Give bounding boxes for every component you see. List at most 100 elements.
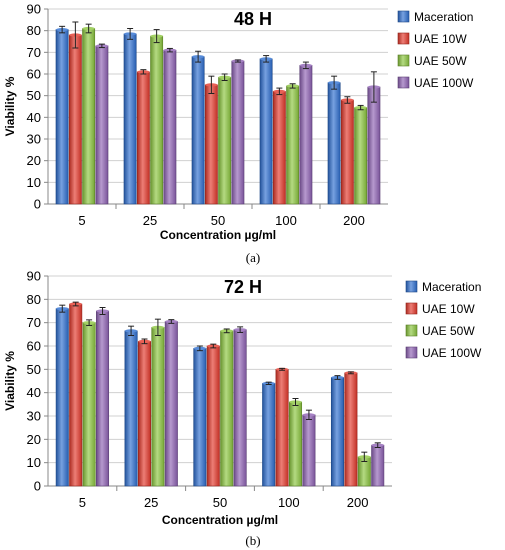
legend-label: Maceration bbox=[414, 10, 473, 24]
y-tick-label: 50 bbox=[27, 362, 41, 377]
bar-maceration bbox=[327, 82, 341, 205]
y-tick-label: 40 bbox=[27, 385, 41, 400]
x-tick-labels: 5 25 50 100 200 bbox=[78, 213, 364, 228]
y-tick-label: 10 bbox=[27, 455, 41, 470]
bar-uae-10w bbox=[68, 34, 82, 205]
y-tick-label: 10 bbox=[27, 175, 41, 190]
bar-uae-10w bbox=[275, 369, 289, 487]
y-tick-label: 50 bbox=[27, 88, 41, 103]
y-tick-label: 0 bbox=[34, 197, 41, 212]
bar-uae-50w bbox=[354, 107, 368, 205]
legend-swatch bbox=[405, 280, 418, 293]
y-tick-label: 40 bbox=[27, 110, 41, 125]
legend-swatch bbox=[405, 302, 418, 315]
legend-swatch bbox=[405, 324, 418, 337]
bar-uae-10w bbox=[272, 91, 286, 205]
y-tick-label: 30 bbox=[27, 409, 41, 424]
bar-uae-100w bbox=[302, 414, 316, 487]
x-tick-label: 25 bbox=[143, 213, 157, 228]
bar-uae-100w bbox=[371, 444, 385, 487]
legend-label: UAE 100W bbox=[422, 346, 482, 360]
x-tick-label: 50 bbox=[213, 495, 227, 510]
bar-uae-50w bbox=[151, 327, 165, 487]
bar-uae-100w bbox=[95, 45, 109, 205]
chart-title: 48 H bbox=[234, 9, 272, 29]
bar-uae-50w bbox=[286, 85, 300, 205]
bar-uae-100w bbox=[299, 65, 313, 205]
y-tick-label: 80 bbox=[27, 23, 41, 38]
error-bars bbox=[59, 301, 381, 462]
bar-uae-50w bbox=[220, 330, 234, 487]
legend-swatch bbox=[397, 32, 410, 45]
error-bars bbox=[59, 21, 377, 111]
y-tick-label: 80 bbox=[27, 292, 41, 307]
legend-label: Maceration bbox=[422, 280, 481, 294]
bars bbox=[55, 302, 385, 487]
y-tick-label: 90 bbox=[27, 269, 41, 284]
y-tick-label: 30 bbox=[27, 132, 41, 147]
y-tick-labels: 0 10 20 30 40 50 60 70 80 90 bbox=[27, 269, 41, 494]
bar-uae-100w bbox=[96, 310, 110, 487]
chart-72h: 0 10 20 30 40 50 60 70 80 90 5 25 50 100 200 72 H Concen… bbox=[3, 269, 482, 549]
x-axis-title: Concentration µg/ml bbox=[162, 513, 278, 527]
x-tick-label: 50 bbox=[211, 213, 225, 228]
bar-uae-50w bbox=[288, 401, 303, 487]
y-tick-labels: 0 10 20 30 40 50 60 70 80 90 bbox=[27, 2, 41, 212]
x-tick-label: 25 bbox=[144, 495, 158, 510]
legend-label: UAE 50W bbox=[422, 324, 475, 338]
legend-label: UAE 100W bbox=[414, 76, 474, 90]
panel-caption: (a) bbox=[246, 250, 260, 265]
bar-uae-10w bbox=[204, 84, 218, 205]
x-tick-label: 5 bbox=[79, 495, 86, 510]
bar-uae-10w bbox=[137, 341, 151, 487]
bar-maceration bbox=[123, 33, 137, 205]
y-axis-title: Viability % bbox=[3, 351, 17, 411]
x-tick-label: 100 bbox=[278, 495, 300, 510]
bar-maceration bbox=[259, 58, 273, 205]
bars bbox=[55, 26, 381, 205]
legend-swatch bbox=[405, 346, 418, 359]
bar-uae-50w bbox=[150, 35, 164, 205]
chart-title: 72 H bbox=[224, 277, 262, 297]
y-tick-label: 60 bbox=[27, 67, 41, 82]
bar-uae-100w bbox=[163, 49, 177, 205]
x-tick-label: 5 bbox=[78, 213, 85, 228]
bar-uae-100w bbox=[164, 321, 178, 487]
bar-uae-10w bbox=[206, 345, 220, 487]
bar-maceration bbox=[124, 330, 138, 487]
bar-maceration bbox=[262, 383, 276, 487]
x-tick-labels: 5 25 50 100 200 bbox=[79, 495, 369, 510]
bar-maceration bbox=[193, 348, 207, 487]
y-tick-label: 90 bbox=[27, 2, 41, 17]
legend: Maceration UAE 10W UAE 50W UAE 100W bbox=[405, 280, 482, 360]
bar-uae-100w bbox=[233, 329, 247, 487]
y-tick-label: 0 bbox=[34, 479, 41, 494]
x-axis-title: Concentration µg/ml bbox=[160, 228, 276, 242]
y-tick-label: 70 bbox=[27, 45, 41, 60]
legend-label: UAE 10W bbox=[422, 302, 475, 316]
y-tick-label: 60 bbox=[27, 339, 41, 354]
bar-uae-10w bbox=[340, 99, 354, 205]
bar-maceration bbox=[191, 56, 205, 205]
y-tick-label: 70 bbox=[27, 315, 41, 330]
bar-uae-50w bbox=[218, 76, 232, 205]
legend-swatch bbox=[397, 76, 410, 89]
x-tick-label: 200 bbox=[343, 213, 365, 228]
chart-48h: 0 10 20 30 40 50 60 70 80 90 5 25 50 100 200 48 H Concen… bbox=[3, 2, 474, 266]
panel-caption: (b) bbox=[245, 533, 260, 548]
bar-uae-10w bbox=[136, 71, 150, 205]
bar-uae-100w bbox=[367, 86, 381, 205]
bar-maceration bbox=[55, 308, 69, 487]
y-tick-label: 20 bbox=[27, 153, 41, 168]
legend-label: UAE 50W bbox=[414, 54, 467, 68]
x-tick-label: 200 bbox=[347, 495, 369, 510]
bar-maceration bbox=[55, 29, 69, 205]
x-tick-label: 100 bbox=[275, 213, 297, 228]
bar-uae-10w bbox=[344, 372, 358, 487]
bar-uae-10w bbox=[69, 303, 83, 487]
legend-label: UAE 10W bbox=[414, 32, 467, 46]
bar-maceration bbox=[330, 377, 344, 487]
bar-uae-50w bbox=[82, 28, 96, 205]
y-axis-title: Viability % bbox=[3, 76, 17, 136]
